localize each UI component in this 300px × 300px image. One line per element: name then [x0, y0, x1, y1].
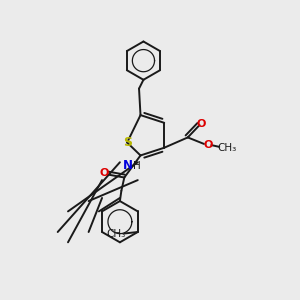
Text: O: O: [197, 118, 206, 129]
Text: H: H: [133, 161, 141, 171]
Text: O: O: [100, 168, 109, 178]
Text: CH₃: CH₃: [106, 229, 126, 239]
Text: CH₃: CH₃: [217, 143, 236, 153]
Text: N: N: [123, 158, 133, 172]
Text: O: O: [204, 140, 213, 150]
Text: S: S: [123, 136, 132, 149]
